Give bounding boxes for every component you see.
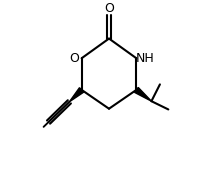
- Polygon shape: [69, 88, 84, 102]
- Text: NH: NH: [136, 52, 154, 65]
- Text: O: O: [69, 52, 79, 65]
- Text: O: O: [104, 2, 114, 15]
- Polygon shape: [135, 87, 152, 101]
